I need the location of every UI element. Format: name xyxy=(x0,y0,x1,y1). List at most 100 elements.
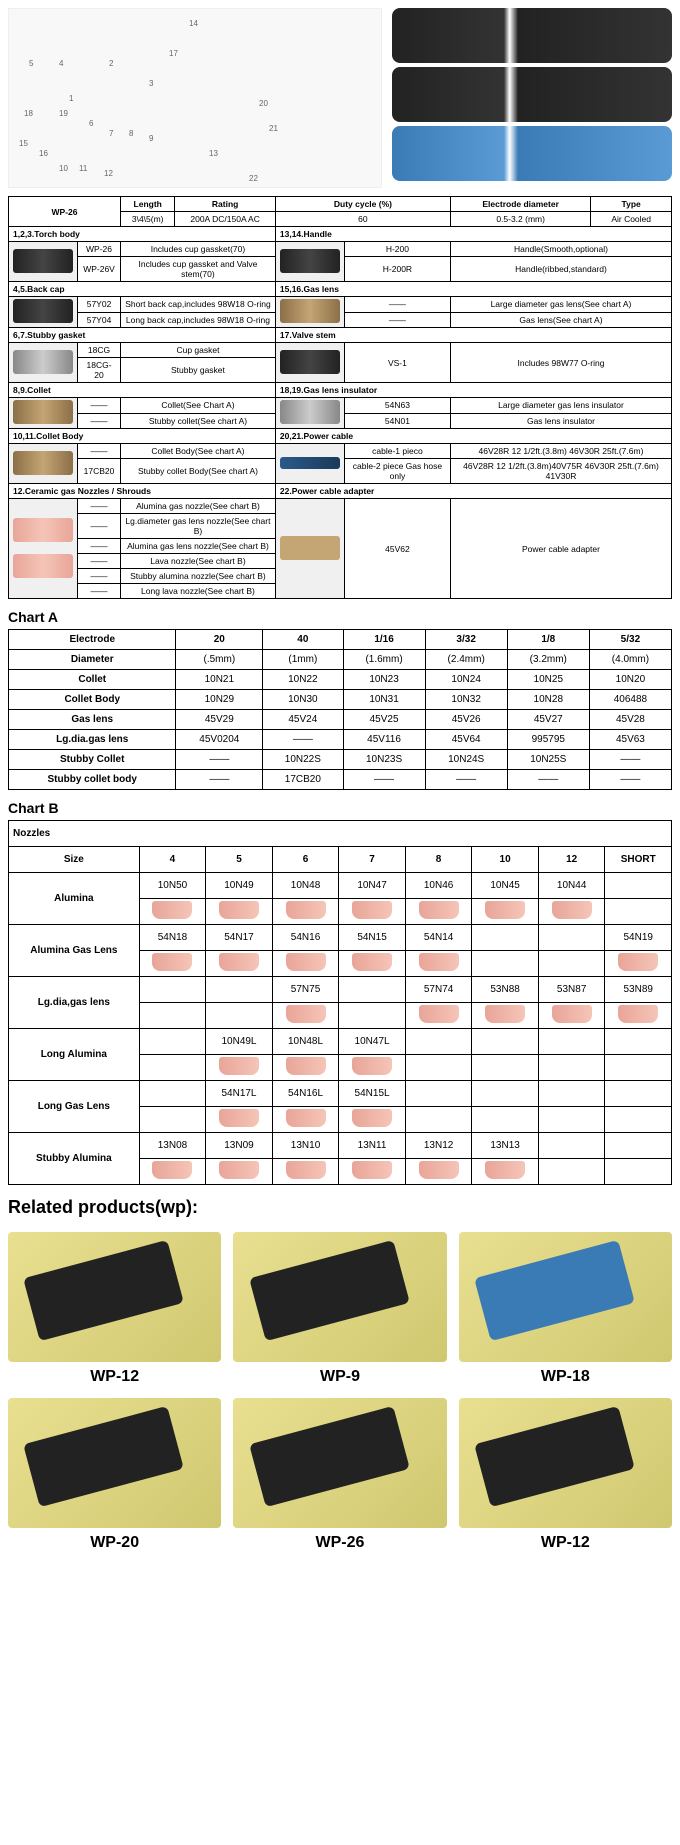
chart-b-cell xyxy=(605,899,672,925)
related-item[interactable]: WP-20 xyxy=(8,1398,221,1552)
chart-a-cell: 10N31 xyxy=(343,690,425,710)
chart-b-cell xyxy=(605,1003,672,1029)
related-image xyxy=(8,1398,221,1528)
related-label: WP-9 xyxy=(233,1368,446,1386)
chart-b-cell xyxy=(605,1029,672,1055)
chart-b-cell xyxy=(538,951,605,977)
size-col: 8 xyxy=(405,847,472,873)
chart-a-row: Collet Body10N2910N3010N3110N3210N284064… xyxy=(9,690,672,710)
spec-h-length: Length xyxy=(121,197,175,212)
chart-b-cell xyxy=(538,1107,605,1133)
chart-a-rowlabel: Collet xyxy=(9,670,176,690)
chart-b-title: Chart B xyxy=(8,800,672,816)
chart-a-cell: —— xyxy=(589,750,671,770)
chart-a-cell: (1mm) xyxy=(263,650,343,670)
chart-b-cell xyxy=(472,899,539,925)
chart-b-cell: 54N15 xyxy=(339,925,406,951)
torch-photo-3 xyxy=(392,126,672,181)
chart-b-cell: 57N75 xyxy=(272,977,339,1003)
chart-b-cell xyxy=(206,951,273,977)
chart-b-cell xyxy=(139,1055,206,1081)
chart-b-row: Lg.dia,gas lens57N7557N7453N8853N8753N89 xyxy=(9,977,672,1003)
nozzle-icon xyxy=(419,901,459,919)
code: —— xyxy=(78,413,121,429)
related-item[interactable]: WP-18 xyxy=(459,1232,672,1386)
code: WP-26 xyxy=(78,242,121,257)
chart-b-cell xyxy=(538,1081,605,1107)
desc: Cup gasket xyxy=(121,343,276,358)
main-spec-table: WP-26 Length Rating Duty cycle (%) Elect… xyxy=(8,196,672,599)
related-title: Related products(wp): xyxy=(8,1197,672,1218)
chart-b-cell xyxy=(206,1159,273,1185)
chart-b-cell: 13N13 xyxy=(472,1133,539,1159)
chart-b-row: Long Alumina10N49L10N48L10N47L xyxy=(9,1029,672,1055)
chart-a-cell: 10N28 xyxy=(507,690,589,710)
size-col: 6 xyxy=(272,847,339,873)
code: cable-1 pieco xyxy=(344,444,450,459)
desc: Stubby alumina nozzle(See chart B) xyxy=(121,569,276,584)
chart-b-cell xyxy=(339,899,406,925)
chart-b-cell: 54N19 xyxy=(605,925,672,951)
spec-h-rating: Rating xyxy=(175,197,276,212)
chart-a-col: 1/8 xyxy=(507,630,589,650)
nozzle-icon xyxy=(219,1057,259,1075)
related-item[interactable]: WP-26 xyxy=(233,1398,446,1552)
chart-b-cell: 54N14 xyxy=(405,925,472,951)
size-col: 12 xyxy=(538,847,605,873)
spec-v-rating: 200A DC/150A AC xyxy=(175,212,276,227)
chart-a-row: Collet10N2110N2210N2310N2410N2510N20 xyxy=(9,670,672,690)
chart-b-cell xyxy=(538,1003,605,1029)
desc: Collet Body(See chart A) xyxy=(121,444,276,459)
chart-b-cell xyxy=(206,899,273,925)
chart-b-cell xyxy=(472,951,539,977)
chart-a-rowlabel: Gas lens xyxy=(9,710,176,730)
chart-a-cell: 406488 xyxy=(589,690,671,710)
chart-a-cell: 10N24S xyxy=(425,750,507,770)
chart-b-cell xyxy=(405,1029,472,1055)
chart-b-cell xyxy=(538,1133,605,1159)
desc: 46V28R 12 1/2ft.(3.8m) 46V30R 25ft.(7.6m… xyxy=(450,444,671,459)
desc: Includes 98W77 O-ring xyxy=(450,343,671,383)
related-grid: WP-12 WP-9 WP-18 WP-20WP-26WP-12 xyxy=(0,1224,680,1560)
nozzle-icon xyxy=(485,1161,525,1179)
chart-b-cell: 54N17 xyxy=(206,925,273,951)
nozzle-group: Long Alumina xyxy=(9,1029,140,1081)
nozzle-group: Lg.dia,gas lens xyxy=(9,977,140,1029)
chart-a-cell: 10N23 xyxy=(343,670,425,690)
chart-b-cell: 10N48 xyxy=(272,873,339,899)
desc: Stubby collet(See chart A) xyxy=(121,413,276,429)
chart-b-cell xyxy=(405,1107,472,1133)
chart-b-cell: 10N47 xyxy=(339,873,406,899)
chart-b-cell xyxy=(339,1107,406,1133)
related-item[interactable]: WP-12 xyxy=(459,1398,672,1552)
sec-valvestem: 17.Valve stem xyxy=(275,328,671,343)
nozzle-icon xyxy=(352,1161,392,1179)
chart-a-cell: 45V29 xyxy=(176,710,263,730)
related-item[interactable]: WP-9 xyxy=(233,1232,446,1386)
chart-b-cell xyxy=(538,925,605,951)
chart-b-cell xyxy=(405,899,472,925)
nozzle-icon xyxy=(286,1109,326,1127)
chart-b-table: Nozzles Size456781012SHORT Alumina10N501… xyxy=(8,820,672,1185)
torch-photos xyxy=(392,8,672,188)
related-image xyxy=(233,1398,446,1528)
spec-v-type: Air Cooled xyxy=(591,212,672,227)
code: —— xyxy=(78,514,121,539)
img-gaslens xyxy=(275,297,344,328)
nozzle-icon xyxy=(352,901,392,919)
nozzle-icon xyxy=(419,953,459,971)
desc: Long lava nozzle(See chart B) xyxy=(121,584,276,599)
chart-a-rowlabel: Collet Body xyxy=(9,690,176,710)
chart-b-cell: 10N50 xyxy=(139,873,206,899)
nozzle-icon xyxy=(286,1161,326,1179)
related-item[interactable]: WP-12 xyxy=(8,1232,221,1386)
chart-b-cell: 57N74 xyxy=(405,977,472,1003)
chart-a-rowlabel: Stubby Collet xyxy=(9,750,176,770)
code: 45V62 xyxy=(344,499,450,599)
chart-a-row: Gas lens45V2945V2445V2545V2645V2745V28 xyxy=(9,710,672,730)
code: —— xyxy=(344,297,450,313)
desc: Large diameter gas lens insulator xyxy=(450,398,671,414)
sec-backcap: 4,5.Back cap xyxy=(9,282,276,297)
chart-a-col: 1/16 xyxy=(343,630,425,650)
related-label: WP-18 xyxy=(459,1368,672,1386)
